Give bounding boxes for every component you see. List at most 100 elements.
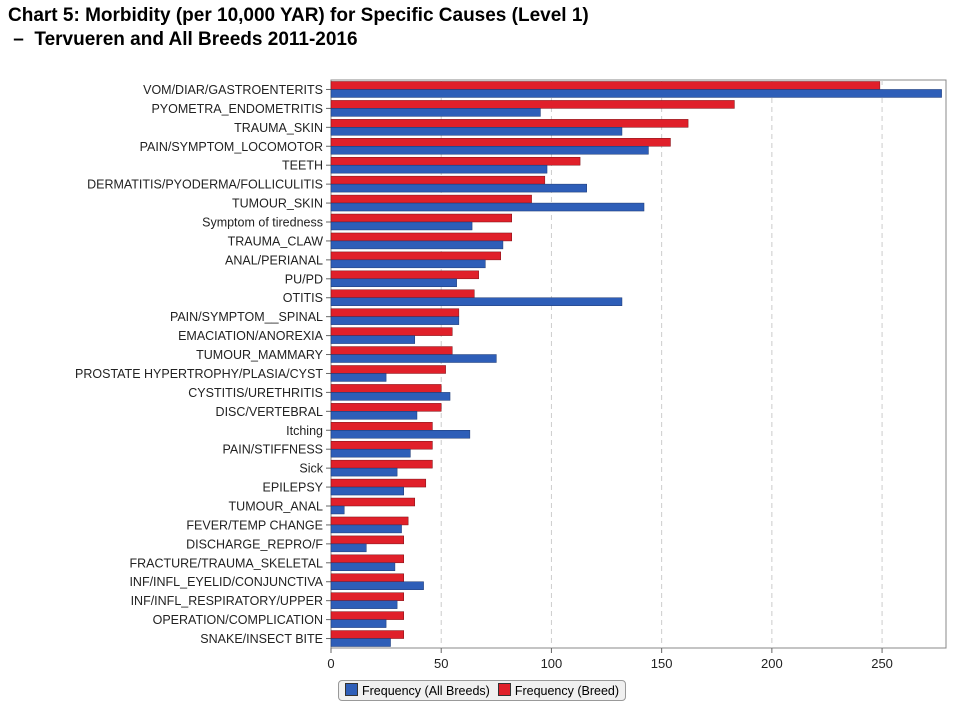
bar-breed [330,516,409,526]
bar-breed [330,611,404,620]
bar-all-breeds [330,581,424,590]
bar-all-breeds [330,202,645,212]
bar-all-breeds [330,335,416,344]
bar-all-breeds [330,411,418,420]
y-tick-label: PAIN/SYMPTOM__SPINAL [170,310,323,324]
bar-breed [330,327,453,336]
y-tick-label: PAIN/STIFFNESS [223,443,323,457]
title-line-2: – Tervueren and All Breeds 2011-2016 [8,29,358,50]
bar-all-breeds [330,505,345,515]
bar-all-breeds [330,430,471,439]
bar-all-breeds [330,108,541,117]
legend-label: Frequency (All Breeds) [362,684,490,698]
y-tick-label: PROSTATE HYPERTROPHY/PLASIA/CYST [75,367,323,381]
bar-all-breeds [330,392,451,401]
bar-breed [330,403,442,412]
y-tick-label: DISC/VERTEBRAL [216,405,323,419]
legend-item-breed: Frequency (Breed) [497,683,619,698]
bar-breed [330,251,501,261]
bar-breed [330,592,404,601]
y-tick-label: EPILEPSY [263,481,324,495]
bar-all-breeds [330,146,649,155]
bar-all-breeds [330,638,391,647]
bar-all-breeds [330,297,623,306]
x-tick-label: 0 [327,656,334,671]
x-tick-label: 200 [761,656,783,671]
y-tick-label: TEETH [282,159,323,173]
y-tick-label: TRAUMA_CLAW [228,234,324,248]
bar-all-breeds [330,448,411,458]
bar-breed [330,308,460,317]
legend-swatch-breed [497,683,511,696]
bar-breed [330,478,427,488]
bar-breed [330,289,475,298]
y-tick-label: TUMOUR_ANAL [229,500,324,514]
y-tick-label: PYOMETRA_ENDOMETRITIS [151,102,323,116]
y-tick-label: FEVER/TEMP CHANGE [186,518,323,532]
y-tick-label: Symptom of tiredness [202,216,323,230]
y-tick-label: PU/PD [285,272,323,286]
bar-breed [330,573,404,582]
x-tick-label: 250 [871,656,893,671]
bar-all-breeds [330,562,396,572]
bar-all-breeds [330,164,548,174]
y-tick-label: DISCHARGE_REPRO/F [186,537,323,551]
legend-swatch-all-breeds [345,683,358,696]
y-tick-label: PAIN/SYMPTOM_LOCOMOTOR [140,140,323,154]
y-tick-label: EMACIATION/ANOREXIA [178,329,324,343]
y-tick-label: FRACTURE/TRAUMA_SKELETAL [129,556,323,570]
bar-breed [330,630,404,639]
bar-all-breeds [330,316,460,325]
bar-breed [330,232,513,242]
bar-breed [330,270,479,280]
bar-all-breeds [330,89,942,98]
y-tick-label: Itching [286,424,323,438]
bar-breed [330,213,513,223]
bar-breed [330,100,735,109]
x-tick-label: 50 [434,656,448,671]
bar-all-breeds [330,183,587,193]
y-tick-label: VOM/DIAR/GASTROENTERITS [143,83,323,97]
bar-breed [330,365,446,374]
bar-all-breeds [330,619,387,628]
bar-breed [330,346,453,355]
chart-title: Chart 5: Morbidity (per 10,000 YAR) for … [8,4,589,52]
bar-breed [330,497,416,507]
bar-all-breeds [330,240,504,250]
y-tick-label: ANAL/PERIANAL [225,253,323,267]
bar-breed [330,81,881,90]
title-line-1: Chart 5: Morbidity (per 10,000 YAR) for … [8,5,589,26]
bar-breed [330,384,442,393]
plot-area [330,79,947,649]
bar-breed [330,156,581,166]
bar-breed [330,138,671,147]
y-tick-label: INF/INFL_RESPIRATORY/UPPER [131,594,323,608]
y-tick-label: TUMOUR_MAMMARY [196,348,324,362]
legend: Frequency (All Breeds) Frequency (Breed) [338,680,627,701]
bar-all-breeds [330,373,387,382]
bar-breed [330,535,404,545]
x-tick-label: 100 [541,656,563,671]
bar-breed [330,459,433,469]
y-tick-label: CYSTITIS/URETHRITIS [188,386,323,400]
y-tick-label: DERMATITIS/PYODERMA/FOLLICULITIS [87,178,323,192]
bar-all-breeds [330,524,402,534]
bar-breed [330,422,433,431]
y-tick-label: OPERATION/COMPLICATION [153,613,323,627]
bar-breed [330,194,532,204]
bar-all-breeds [330,354,497,363]
bar-all-breeds [330,600,398,609]
y-tick-label: TUMOUR_SKIN [232,197,323,211]
y-tick-label: OTITIS [283,291,323,305]
y-tick-label: TRAUMA_SKIN [234,121,323,135]
bar-breed [330,119,689,128]
bar-all-breeds [330,467,398,477]
bar-all-breeds [330,486,404,496]
bar-all-breeds [330,543,367,553]
bar-all-breeds [330,127,623,136]
bar-all-breeds [330,221,473,231]
y-tick-label: Sick [299,462,323,476]
y-tick-label: SNAKE/INSECT BITE [200,632,323,646]
x-tick-label: 150 [651,656,673,671]
